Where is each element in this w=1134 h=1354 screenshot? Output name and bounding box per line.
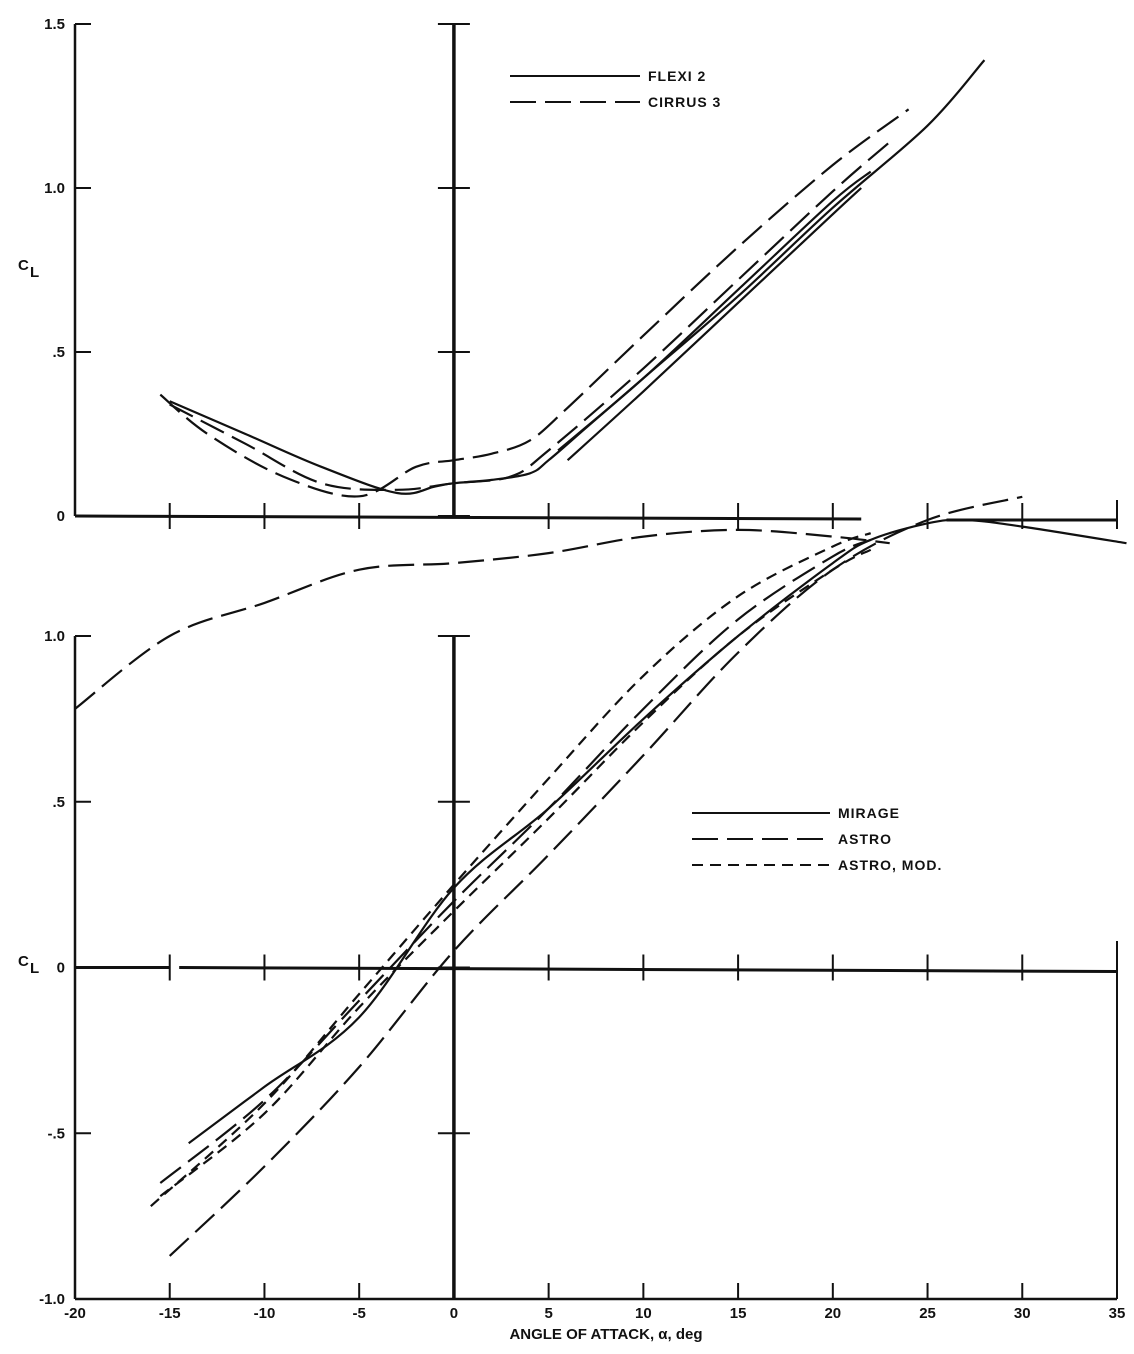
lower-x-tick-label: 5 [544,1305,552,1322]
series-layer [74,59,1127,1257]
lower-series-astro-mod--line [159,548,872,1198]
lower-series-astro-line [159,538,872,1184]
upper-series-flexi-2-line [169,59,986,495]
lower-legend-label-mirage: MIRAGE [838,805,900,821]
lower-series-astro-line [168,495,1023,1257]
lower-y-tick-label: 1.0 [44,628,65,645]
lower-series-astro-line [74,528,890,710]
lower-y-tick-label: -.5 [47,1125,65,1142]
lower-y-tick-label: .5 [52,794,65,811]
upper-series-flexi-2-line [557,170,872,452]
lower-x-tick-label: 35 [1109,1305,1126,1322]
upper-y-tick-label: .5 [52,344,65,361]
lower-x-tick-label: 10 [635,1305,652,1322]
lower-x-tick-label: 15 [730,1305,747,1322]
upper-series-cirrus-3-line [159,108,910,498]
lower-y-axis-title: C [18,953,29,970]
lower-series-astro-mod--line [150,532,872,1208]
lower-y-axis-title-subscript: L [30,960,39,977]
upper-y-tick-label: 1.5 [44,16,65,33]
lower-y-tick-label: 0 [57,960,65,977]
lower-x-tick-label: 20 [824,1305,841,1322]
lower-y-tick-label: -1.0 [39,1291,65,1308]
lower-x-tick-label: -15 [159,1305,181,1322]
lower-x-tick-label: -10 [254,1305,276,1322]
upper-y-axis-title: C [18,257,29,274]
lower-x-tick-label: 25 [919,1305,936,1322]
lower-x-tick-label: 0 [450,1305,458,1322]
legend-layer: FLEXI 2 CIRRUS 3 MIRAGE ASTRO ASTRO, MOD. [510,68,942,873]
upper-series-cirrus-3-line [169,141,891,491]
axes-layer [73,23,1118,1301]
upper-legend-label-flexi-2: FLEXI 2 [648,68,706,84]
upper-series-flexi-2-line [566,187,862,462]
lower-zero-horizontal-axis [179,966,1118,973]
x-axis-title: ANGLE OF ATTACK, α, deg [509,1326,702,1343]
lower-x-tick-label: -20 [64,1305,86,1322]
lower-legend-label-astro: ASTRO [838,831,892,847]
upper-legend-label-cirrus-3: CIRRUS 3 [648,94,721,110]
labels-layer: 0.51.01.5C L-1.0-.50.51.0-20 -15 -10 -5 0 5 10 1… [18,16,1125,1343]
lower-legend-label-astro-mod-: ASTRO, MOD. [838,857,942,873]
lower-x-tick-label: 30 [1014,1305,1031,1322]
lower-x-tick-label: -5 [353,1305,366,1322]
lower-series-mirage-line [188,518,1127,1145]
upper-y-axis-title-subscript: L [30,264,39,281]
upper-y-tick-label: 1.0 [44,180,65,197]
upper-y-tick-label: 0 [57,508,65,525]
upper-zero-horizontal-axis [74,514,862,521]
